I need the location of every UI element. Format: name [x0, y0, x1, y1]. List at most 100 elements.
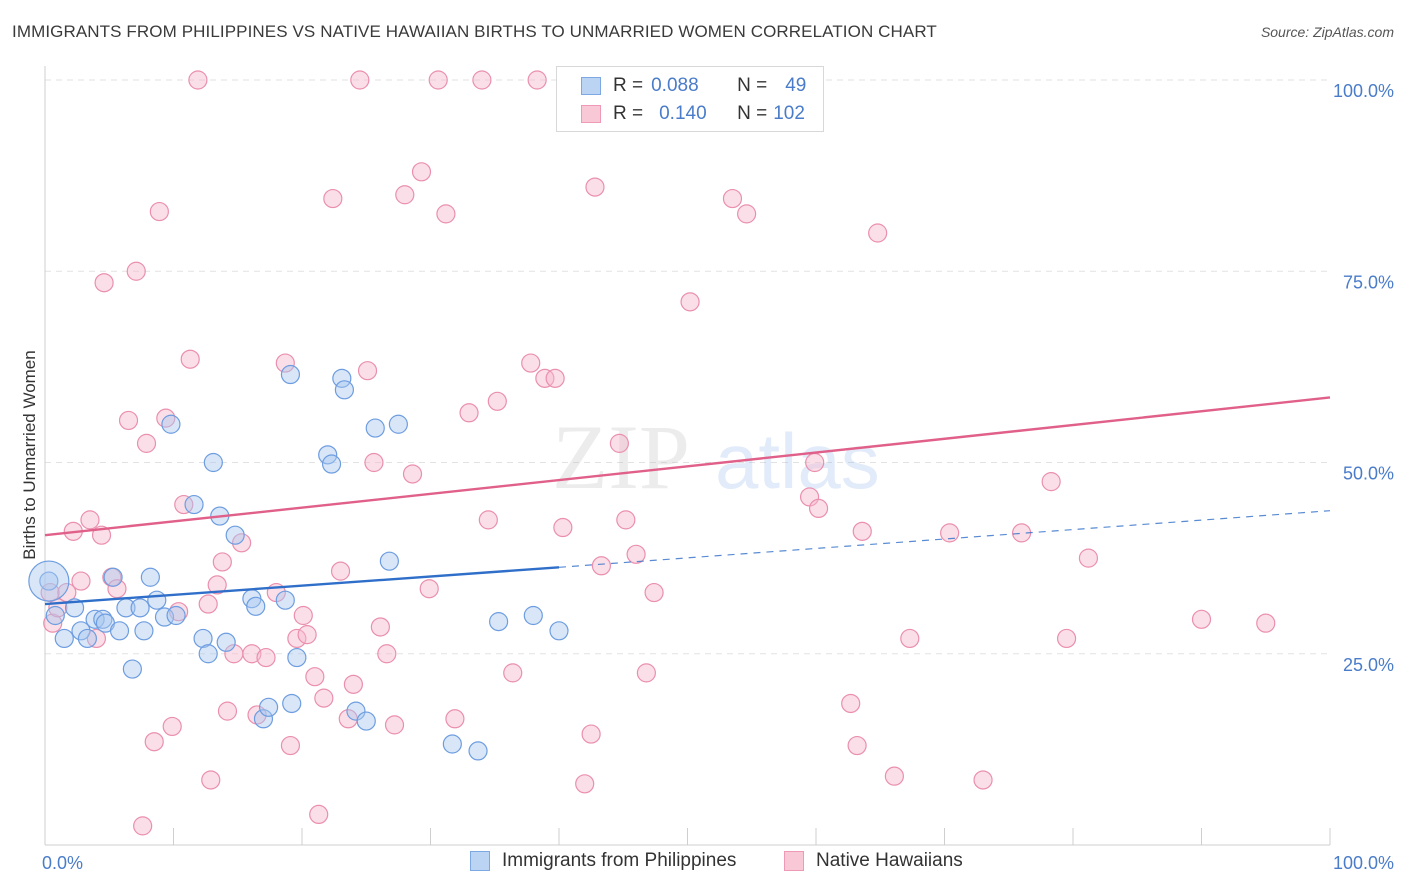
- blue-point-47: [523, 605, 543, 626]
- blue-point-9: [103, 567, 123, 587]
- pink-point-57: [428, 70, 448, 90]
- legend-blue-n-label: N =: [737, 75, 768, 96]
- pink-point-90: [852, 521, 872, 541]
- blue-point-0: [39, 571, 59, 591]
- x-tick-label-end: 100.0%: [1333, 853, 1394, 873]
- pink-point-88: [841, 693, 861, 714]
- blue-point-14: [140, 567, 160, 587]
- pink-point-84: [737, 204, 757, 224]
- source-credit: Source: ZipAtlas.com: [1260, 24, 1394, 40]
- bottom-legend-swatch-blue: [470, 851, 490, 871]
- pink-point-54: [402, 464, 423, 484]
- y-tick-label-75: 75.0%: [1343, 272, 1394, 292]
- blue-point-6: [85, 609, 105, 629]
- blue-point-33: [275, 590, 295, 610]
- blue-point-40: [356, 711, 376, 731]
- pink-point-17: [149, 201, 169, 222]
- pink-point-19: [162, 716, 182, 737]
- blue-point-15: [147, 590, 167, 610]
- blue-point-4: [71, 621, 91, 641]
- blue-point-19: [161, 414, 181, 434]
- blue-point-25: [216, 632, 236, 652]
- blue-series-points: [28, 364, 569, 761]
- pink-point-31: [242, 644, 262, 664]
- pink-point-18: [156, 408, 176, 428]
- legend-pink-n-value: 102: [773, 103, 805, 124]
- pink-point-73: [591, 556, 612, 576]
- blue-point-2: [54, 628, 74, 649]
- blue-point-1: [45, 605, 65, 626]
- pink-point-77: [626, 544, 646, 564]
- pink-point-60: [459, 403, 479, 423]
- pink-point-9: [94, 273, 114, 293]
- watermark: ZIP atlas: [552, 406, 880, 508]
- blue-point-32: [287, 647, 307, 668]
- pink-point-75: [609, 433, 629, 453]
- pink-series-points: [40, 70, 1276, 836]
- pink-point-52: [384, 715, 405, 735]
- blue-point-45: [468, 741, 488, 761]
- blue-point-20: [184, 494, 204, 515]
- pink-point-99: [1078, 548, 1099, 568]
- y-tick-label-25: 25.0%: [1343, 655, 1394, 675]
- pink-point-89: [847, 735, 867, 756]
- blue-point-34: [280, 364, 301, 385]
- blue-point-16: [122, 659, 142, 679]
- pink-point-13: [126, 261, 146, 281]
- pink-point-22: [180, 349, 200, 369]
- pink-point-26: [207, 575, 227, 595]
- legend-pink-n-label: N =: [737, 103, 768, 124]
- legend-blue-r-value: 0.088: [651, 75, 699, 96]
- blue-point-5: [77, 628, 98, 649]
- pink-point-47: [350, 70, 370, 90]
- pink-point-92: [884, 766, 904, 786]
- pink-point-101: [1256, 613, 1276, 633]
- y-axis-label: Births to Unmarried Women: [20, 350, 39, 559]
- pink-point-56: [419, 579, 439, 599]
- bottom-legend-blue: Immigrants from Philippines: [470, 850, 736, 872]
- x-tick-label-start: 0.0%: [42, 853, 83, 873]
- pink-point-33: [256, 647, 276, 668]
- pink-point-16: [144, 732, 164, 752]
- axes: [44, 66, 1331, 846]
- blue-point-28: [246, 596, 266, 616]
- pink-point-79: [644, 582, 664, 603]
- watermark-zip: ZIP: [552, 406, 690, 508]
- pink-point-61: [472, 70, 492, 90]
- pink-point-80: [680, 292, 700, 312]
- pink-point-70: [575, 774, 595, 794]
- blue-point-21: [193, 628, 213, 649]
- pink-point-100: [1191, 609, 1212, 629]
- pink-point-62: [478, 510, 498, 530]
- pink-point-86: [805, 452, 825, 473]
- pink-point-98: [1056, 628, 1077, 649]
- pink-point-50: [370, 617, 390, 637]
- pink-point-24: [198, 594, 218, 614]
- pink-point-83: [722, 188, 743, 209]
- pink-point-21: [174, 494, 194, 515]
- trend-lines: [44, 396, 1331, 606]
- blue-point-37: [332, 368, 352, 388]
- pink-point-87: [808, 498, 829, 518]
- y-tick-label-100: 100.0%: [1333, 81, 1394, 101]
- blue-trend-line: [44, 566, 560, 606]
- pink-point-25: [201, 770, 221, 790]
- blue-point-43: [388, 414, 408, 434]
- pink-point-71: [581, 724, 601, 744]
- pink-point-39: [297, 625, 317, 645]
- blue-point-39: [346, 701, 366, 721]
- pink-point-40: [305, 667, 325, 687]
- pink-point-5: [71, 571, 91, 591]
- pink-point-12: [118, 410, 139, 431]
- blue-point-22: [198, 644, 218, 664]
- pink-point-59: [445, 709, 465, 729]
- pink-point-72: [585, 177, 605, 197]
- pink-point-91: [868, 223, 888, 243]
- blue-point-42: [379, 551, 399, 571]
- blue-point-12: [130, 598, 150, 618]
- bottom-legend-pink: Native Hawaiians: [784, 850, 963, 872]
- pink-point-44: [330, 561, 351, 581]
- pink-point-42: [314, 688, 334, 708]
- pink-point-49: [364, 452, 384, 473]
